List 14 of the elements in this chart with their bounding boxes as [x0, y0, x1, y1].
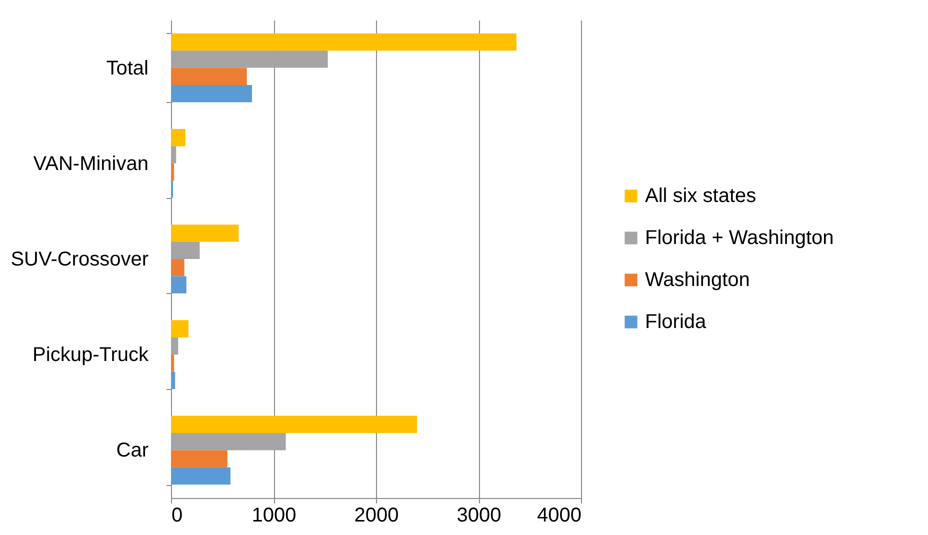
y-tick-label: SUV-Crossover [10, 248, 149, 270]
x-tick-label: 0 [172, 504, 183, 526]
y-tick-label: VAN-Minivan [33, 152, 148, 175]
x-tick-label: 1000 [252, 504, 296, 526]
legend-label: All six states [645, 185, 756, 207]
x-tick-label: 2000 [354, 504, 399, 526]
y-tick-label: Car [116, 440, 149, 462]
y-tick-label: Pickup-Truck [32, 344, 150, 366]
x-tick-label: 4000 [537, 504, 582, 526]
x-tick-label: 3000 [456, 504, 502, 526]
legend-label: Washington [645, 269, 750, 291]
legend-label: Florida [645, 311, 708, 333]
legend-label: Florida + Washington [645, 227, 834, 249]
y-tick-label: Total [106, 57, 148, 80]
